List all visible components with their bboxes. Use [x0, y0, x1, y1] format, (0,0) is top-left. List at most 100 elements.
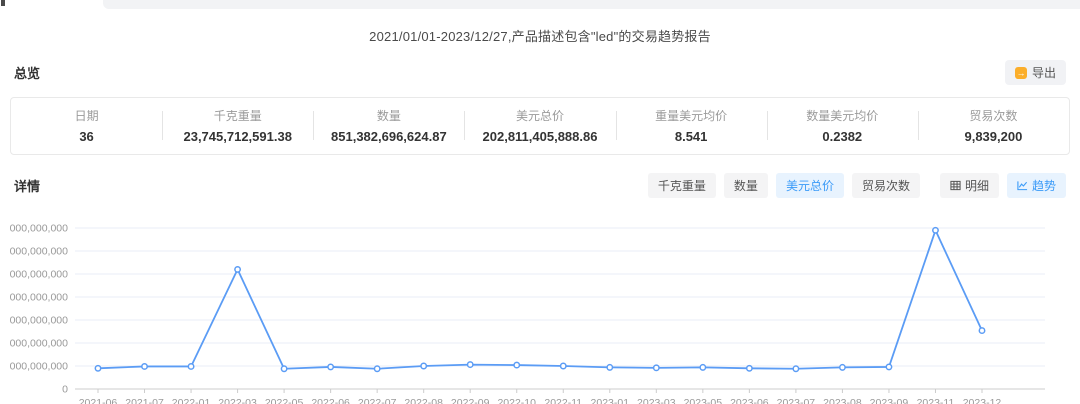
export-button-label: 导出	[1031, 66, 1056, 80]
trend-line	[97, 229, 983, 370]
summary-column-label: 千克重量	[213, 109, 262, 123]
x-axis-label: 2023-07	[777, 397, 816, 404]
data-point-2023-06[interactable]	[745, 364, 753, 372]
x-axis-label: 2023-12	[963, 397, 1002, 404]
data-point-2022-03[interactable]	[234, 265, 242, 273]
tab-strip-background	[103, 0, 1080, 9]
summary-column-label: 重量美元均价	[655, 109, 728, 123]
x-axis-label: 2023-03	[637, 397, 676, 404]
y-axis-label: 20,000,000,000	[10, 292, 68, 304]
summary-column-value: 202,811,405,888.86	[482, 129, 598, 144]
summary-column-value: 36	[79, 129, 94, 144]
x-axis-label: 2022-03	[218, 397, 257, 404]
summary-column-2: 数量 851,382,696,624.87	[313, 107, 464, 144]
data-point-2022-08[interactable]	[420, 362, 428, 370]
data-point-2023-07[interactable]	[792, 365, 800, 373]
data-point-2022-07[interactable]	[373, 365, 381, 373]
summary-column-label: 日期	[74, 109, 99, 123]
x-axis-label: 2023-08	[823, 397, 862, 404]
data-point-2023-12[interactable]	[978, 327, 986, 335]
summary-column-label: 数量	[376, 109, 401, 123]
export-button[interactable]: → 导出	[1004, 60, 1066, 85]
summary-column-1: 千克重量 23,745,712,591.38	[162, 107, 313, 144]
y-axis-label: 5,000,000,000	[10, 361, 68, 373]
metric-button-0[interactable]: 千克重量	[647, 173, 716, 198]
view-button-0[interactable]: 明细	[939, 173, 999, 198]
metric-button-label: 贸易次数	[861, 179, 910, 193]
trend-icon	[1017, 181, 1028, 191]
data-point-2021-06[interactable]	[94, 364, 102, 372]
view-button-1[interactable]: 趋势	[1006, 173, 1066, 198]
window-edge-mark	[1, 0, 5, 6]
data-point-2022-05[interactable]	[280, 365, 288, 373]
data-point-2022-06[interactable]	[327, 363, 335, 371]
x-axis-label: 2021-07	[125, 397, 164, 404]
data-point-2023-05[interactable]	[699, 363, 707, 371]
view-button-label: 趋势	[1031, 179, 1056, 193]
summary-stats-table: 日期 36 千克重量 23,745,712,591.38 数量 851,382,696,6…	[10, 97, 1070, 155]
x-axis-label: 2022-01	[172, 397, 211, 404]
x-axis-label: 2022-10	[497, 397, 536, 404]
data-point-2023-11[interactable]	[932, 226, 939, 234]
summary-column-value: 851,382,696,624.87	[331, 129, 447, 144]
metric-button-label: 数量	[733, 179, 758, 193]
overview-section-label: 总览	[14, 66, 41, 81]
metric-button-2[interactable]: 美元总价	[775, 173, 844, 198]
x-axis-label: 2023-09	[870, 397, 909, 404]
x-axis-label: 2023-05	[684, 397, 723, 404]
y-axis-label: 25,000,000,000	[10, 269, 68, 281]
x-axis-label: 2023-06	[730, 397, 769, 404]
x-axis-label: 2022-08	[404, 397, 443, 404]
summary-column-4: 重量美元均价 8.541	[615, 107, 767, 144]
summary-column-value: 0.2382	[822, 129, 863, 144]
page-title: 2021/01/01-2023/12/27,产品描述包含"led"的交易趋势报告	[369, 29, 711, 44]
summary-column-5: 数量美元均价 0.2382	[766, 107, 918, 144]
summary-column-value: 8.541	[674, 129, 708, 144]
details-header: 详情 千克重量 数量 美元总价 贸易次数 明细 趋势	[0, 173, 1080, 198]
summary-column-value: 9,839,200	[964, 129, 1023, 144]
table-icon	[950, 180, 961, 191]
summary-column-label: 美元总价	[515, 109, 564, 123]
x-axis-label: 2022-11	[544, 397, 582, 404]
overview-header: 总览 → 导出	[0, 60, 1080, 85]
summary-column-3: 美元总价 202,811,405,888.86	[464, 107, 615, 144]
x-axis-label: 2023-01	[591, 397, 630, 404]
view-button-label: 明细	[964, 179, 989, 193]
x-axis-label: 2022-07	[358, 397, 397, 404]
data-point-2022-10[interactable]	[513, 361, 521, 369]
y-axis-label: 15,000,000,000	[10, 315, 68, 327]
data-point-2022-11[interactable]	[559, 362, 567, 370]
x-axis-label: 2022-09	[451, 397, 490, 404]
x-axis-label: 2022-05	[265, 397, 304, 404]
data-point-2023-03[interactable]	[652, 364, 660, 372]
metric-button-label: 美元总价	[785, 179, 834, 193]
data-point-2021-07[interactable]	[141, 363, 148, 370]
y-axis-label: 35,000,000,000	[10, 223, 68, 235]
summary-column-value: 23,745,712,591.38	[183, 129, 292, 144]
summary-column-label: 贸易次数	[969, 109, 1018, 123]
top-tab-strip	[0, 0, 1080, 9]
x-axis-label: 2021-06	[79, 397, 118, 404]
metric-button-group: 千克重量 数量 美元总价 贸易次数	[647, 173, 920, 198]
summary-column-label: 数量美元均价	[806, 109, 879, 123]
metric-button-1[interactable]: 数量	[723, 173, 768, 198]
data-point-2023-01[interactable]	[606, 363, 614, 371]
view-button-group: 明细 趋势	[939, 173, 1066, 198]
y-axis-label: 0	[62, 384, 68, 396]
trend-chart: 0 5,000,000,000 10,000,000,000 15,000,000,0…	[0, 212, 1080, 404]
data-point-2023-09[interactable]	[885, 363, 893, 371]
data-point-2023-08[interactable]	[838, 363, 846, 371]
trend-chart-canvas: 0 5,000,000,000 10,000,000,000 15,000,000,0…	[0, 223, 1045, 404]
data-point-2022-09[interactable]	[466, 361, 474, 369]
y-axis-label: 10,000,000,000	[10, 338, 68, 350]
chart-toggle-groups: 千克重量 数量 美元总价 贸易次数 明细 趋势	[647, 173, 1066, 198]
metric-button-label: 千克重量	[657, 179, 706, 193]
x-axis-label: 2023-11	[917, 397, 955, 404]
summary-column-6: 贸易次数 9,839,200	[917, 107, 1069, 144]
export-icon: →	[1014, 66, 1027, 79]
summary-column-0: 日期 36	[11, 107, 162, 144]
metric-button-3[interactable]: 贸易次数	[851, 173, 920, 198]
details-section-label: 详情	[14, 179, 41, 194]
data-point-2022-01[interactable]	[187, 363, 195, 370]
x-axis-label: 2022-06	[311, 397, 350, 404]
